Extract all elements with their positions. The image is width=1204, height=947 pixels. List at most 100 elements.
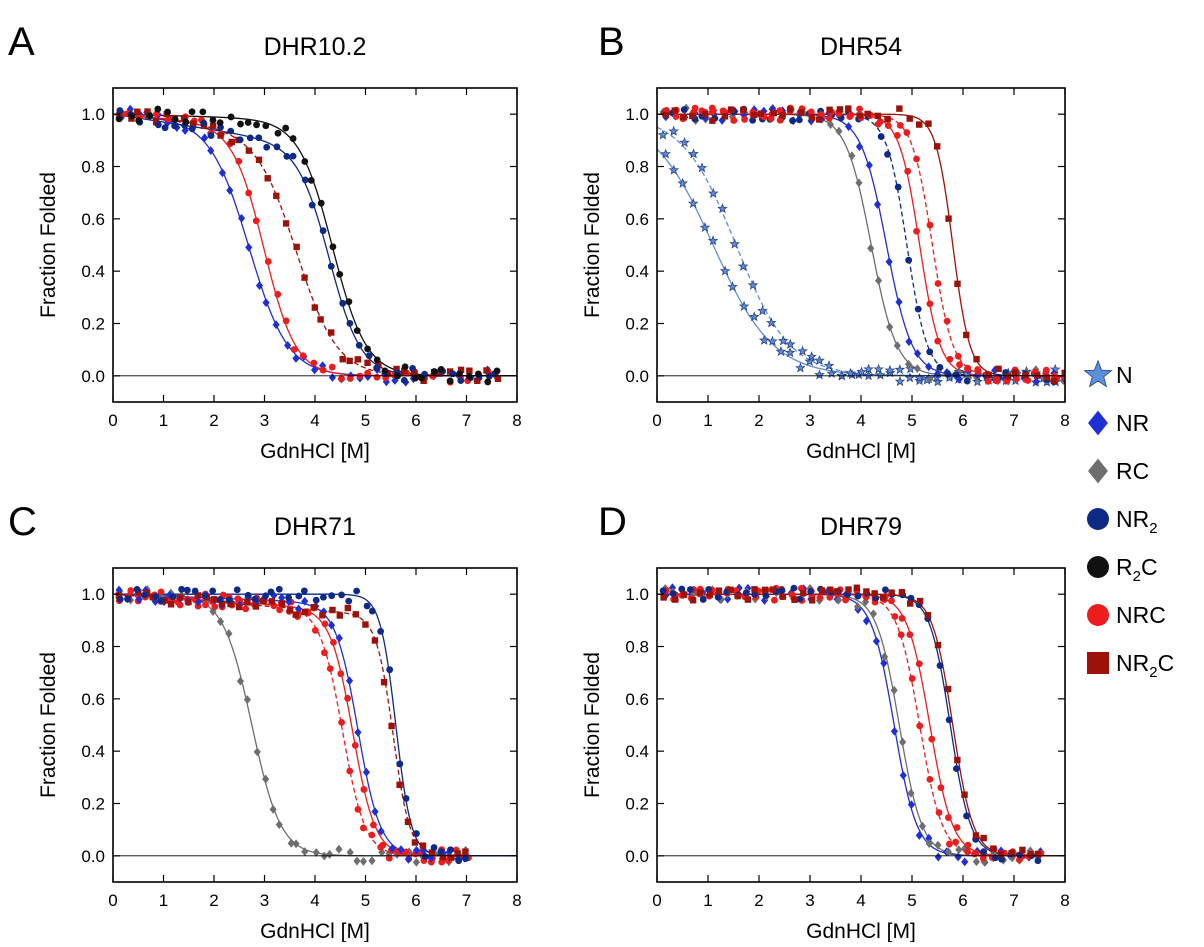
- data-point-nr2c: [236, 603, 243, 611]
- data-point-nr2: [400, 376, 408, 384]
- data-point-nr2c: [259, 597, 267, 605]
- data-point-nrc: [964, 848, 971, 855]
- data-point-rc: [848, 151, 856, 161]
- data-point-nrc: [876, 118, 884, 125]
- data-point-nr2: [905, 256, 913, 264]
- data-point-nr: [724, 594, 732, 604]
- fit-curve-nr: [657, 113, 1065, 377]
- data-point-nr2: [251, 595, 259, 603]
- data-point-nr: [345, 676, 354, 686]
- data-point-nr: [218, 168, 227, 178]
- data-point-r2c: [274, 129, 282, 137]
- data-point-rc: [880, 652, 889, 662]
- data-point-nr2: [790, 584, 798, 592]
- data-point-nr: [925, 362, 933, 372]
- data-point-nrc: [379, 841, 387, 849]
- data-point-nr2c: [245, 147, 253, 154]
- data-point-nr: [377, 826, 385, 836]
- fit-curve-rc: [657, 593, 1065, 857]
- x-tick-label: 5: [361, 891, 370, 910]
- data-point-nrc: [964, 365, 971, 373]
- data-point-nr2c: [916, 121, 923, 128]
- data-point-nr2c: [1022, 372, 1029, 379]
- data-point-nr2c: [744, 596, 752, 603]
- data-point-nr2c: [925, 120, 932, 127]
- data-point-nrc: [984, 377, 992, 385]
- data-point-n: [757, 305, 768, 316]
- plot-area: [657, 583, 1065, 867]
- data-point-nr2c: [709, 117, 716, 124]
- data-point-nrc: [974, 366, 982, 373]
- data-point-nrc: [234, 595, 242, 603]
- data-point-nr2: [188, 125, 196, 133]
- data-point-nrc: [264, 258, 272, 265]
- data-point-r2c: [317, 199, 325, 207]
- data-point-nr: [301, 596, 309, 606]
- chart-title: DHR71: [274, 513, 356, 541]
- data-point-nrc: [937, 784, 945, 792]
- data-point-nr2c: [1050, 377, 1058, 384]
- data-point-n: [688, 148, 699, 159]
- fit-curve-nrc: [113, 113, 517, 377]
- data-point-rc: [904, 359, 913, 369]
- y-tick-label: 1.0: [81, 105, 105, 124]
- plot-area: [113, 585, 517, 867]
- data-point-r2c: [164, 108, 172, 116]
- data-point-nr: [913, 349, 922, 358]
- data-point-n: [972, 376, 983, 387]
- data-point-nr2c: [662, 111, 670, 119]
- data-point-nrc: [741, 116, 748, 123]
- data-point-nr2c: [816, 116, 823, 123]
- data-point-nr2c: [1008, 849, 1015, 857]
- plot-frame: [112, 87, 518, 403]
- data-point-nrc: [202, 601, 209, 609]
- data-point-nr2c: [264, 175, 271, 182]
- data-point-nr2c: [268, 598, 276, 605]
- data-point-r2c: [493, 367, 501, 375]
- data-point-nr2c: [689, 597, 697, 604]
- data-point-nrc: [964, 841, 972, 849]
- data-point-rc: [312, 848, 320, 857]
- data-point-r2c: [253, 121, 260, 129]
- data-point-r2c: [301, 158, 309, 165]
- data-point-nr2c: [152, 118, 160, 126]
- data-point-rc: [826, 120, 835, 129]
- y-tick-label: 0.8: [81, 158, 105, 177]
- data-point-nr2: [327, 262, 335, 270]
- data-point-nr2: [300, 587, 308, 595]
- data-point-nrc: [672, 113, 680, 120]
- data-point-nr2: [363, 602, 371, 610]
- data-point-nrc: [971, 850, 979, 858]
- data-point-nr2c: [916, 597, 924, 605]
- data-point-n: [775, 346, 787, 357]
- data-point-r2c: [135, 117, 143, 125]
- legend-label: RC: [1116, 458, 1149, 484]
- data-point-nr: [194, 597, 203, 607]
- data-point-nr2c: [134, 108, 141, 115]
- data-point-nr2c: [985, 371, 992, 379]
- data-point-n: [738, 300, 750, 311]
- fit-curve-nr2: [657, 113, 1065, 377]
- data-point-n: [814, 354, 825, 366]
- panel-c: C DHR71 0 1 2 3 4 5 6 7 8 0.0 0.2 0.4 0.6 0.8 1.0 GdnHCl …: [8, 500, 522, 943]
- data-point-nr2: [263, 143, 271, 151]
- data-point-r2c: [465, 372, 473, 380]
- data-point-nr: [328, 373, 337, 382]
- data-point-nr2: [225, 596, 233, 604]
- data-point-nr2c: [757, 110, 764, 117]
- data-point-nr2: [963, 377, 971, 385]
- data-point-nr2: [952, 371, 960, 379]
- data-point-nr2c: [1027, 850, 1034, 858]
- data-point-nr2c: [1012, 369, 1019, 376]
- data-point-nr: [412, 845, 421, 855]
- legend-item-nr2c: NR2C: [1087, 650, 1174, 681]
- data-point-nr2c: [282, 220, 290, 227]
- data-point-nr2: [669, 590, 677, 598]
- x-tick-label: 5: [907, 891, 916, 910]
- data-point-nr2c: [388, 722, 395, 730]
- data-point-nr2c: [310, 604, 317, 611]
- data-point-nr2: [209, 587, 217, 595]
- x-tick-label: 4: [856, 891, 865, 910]
- data-point-rc: [301, 847, 309, 857]
- data-point-rc: [907, 788, 915, 798]
